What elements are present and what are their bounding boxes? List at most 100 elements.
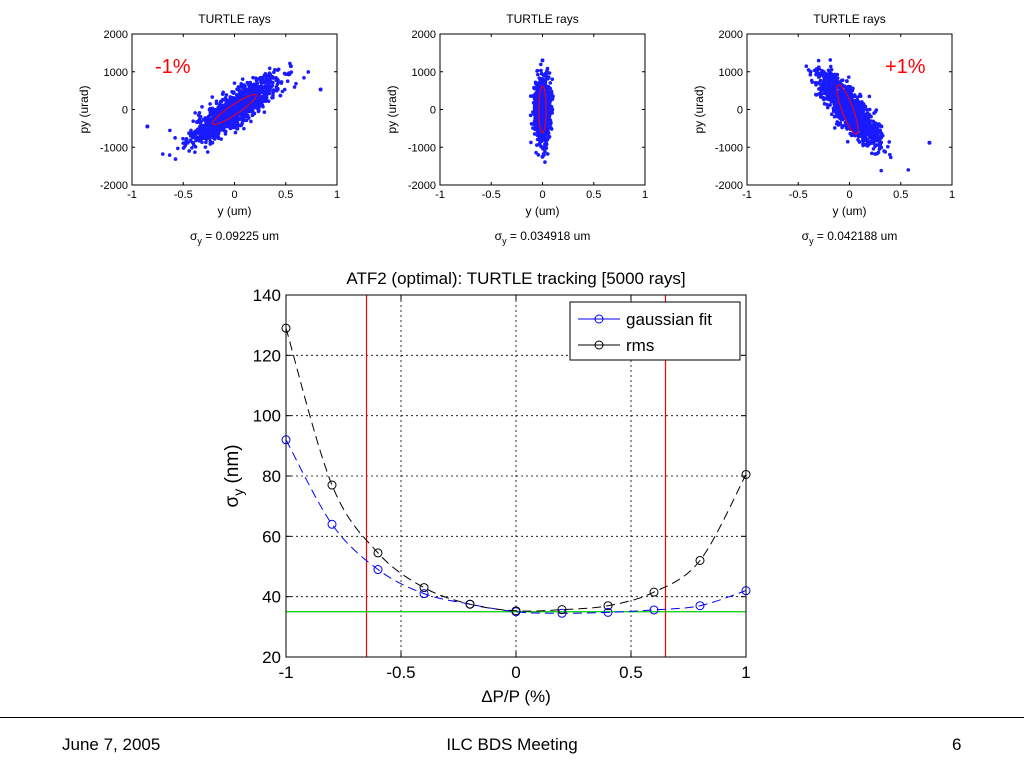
momentum-offset-annotation: -1% — [155, 56, 191, 78]
x-tick-label: -0.5 — [386, 663, 415, 682]
scatter-point — [208, 102, 212, 106]
y-tick-label: -2000 — [715, 180, 743, 192]
scatter-point — [867, 107, 872, 112]
scatter-point — [145, 124, 150, 129]
scatter-point — [202, 130, 207, 134]
scatter-point — [835, 72, 840, 77]
scatter-point — [189, 133, 193, 138]
scatter-point — [186, 141, 190, 145]
y-tick-label: -2000 — [408, 180, 436, 192]
scatter-point — [804, 64, 809, 69]
scatter-point — [207, 136, 212, 141]
x-axis-label: y (um) — [833, 204, 867, 218]
scatter-point — [197, 138, 201, 143]
scatter-point — [831, 106, 836, 111]
scatter-point — [212, 132, 216, 137]
scatter-point — [205, 150, 210, 154]
scatter-point — [204, 140, 208, 145]
y-tick-label: -1000 — [408, 142, 436, 154]
scatter-point — [827, 75, 832, 80]
scatter-plot-plus-1pct: -1 -0.5 0 0.5 1 -2000 -1000 0 1000 2000 TURTLE ray… — [692, 12, 955, 246]
scatter-point — [814, 70, 819, 75]
scatter-point — [193, 129, 198, 134]
scatter-point — [223, 114, 228, 119]
footer-page-number: 6 — [952, 735, 962, 754]
scatter-point — [318, 87, 323, 92]
scatter-point — [230, 109, 235, 113]
scatter-point — [271, 90, 275, 95]
scatter-point — [228, 125, 233, 129]
scatter-point — [219, 128, 223, 132]
scatter-point — [294, 81, 298, 86]
scatter-point — [878, 128, 883, 133]
scatter-point — [193, 150, 197, 154]
scatter-point — [287, 71, 291, 75]
scatter-point — [266, 99, 271, 103]
scatter-point — [825, 87, 830, 92]
scatter-point — [832, 126, 837, 130]
scatter-point — [244, 118, 249, 123]
scatter-point — [875, 122, 880, 126]
x-tick-label: -1 — [435, 189, 445, 201]
sigma-label: σy = 0.042188 um — [802, 229, 898, 246]
y-axis-symbol: σ — [222, 496, 243, 508]
scatter-point — [218, 118, 222, 123]
scatter-point — [832, 96, 837, 101]
scatter-point — [274, 75, 278, 80]
chart-title: ATF2 (optimal): TURTLE tracking [5000 ra… — [346, 269, 685, 288]
scatter-point — [845, 86, 850, 91]
x-tick-label: -1 — [742, 189, 752, 201]
scatter-point — [245, 89, 250, 93]
scatter-point — [818, 95, 823, 99]
scatter-point — [817, 87, 821, 91]
scatter-point — [302, 76, 306, 80]
scatter-point — [860, 115, 865, 120]
scatter-point — [255, 98, 260, 103]
scatter-point — [203, 145, 208, 149]
scatter-point — [537, 76, 542, 80]
scatter-point — [271, 80, 275, 85]
x-tick-label: 1 — [949, 189, 955, 201]
scatter-point — [261, 80, 266, 85]
scatter-point — [860, 124, 864, 128]
scatter-point — [222, 129, 227, 133]
scatter-point — [876, 150, 881, 155]
scatter-point — [547, 113, 551, 118]
scatter-point — [887, 140, 892, 144]
y-tick-label: 140 — [253, 286, 281, 305]
scatter-point — [547, 93, 552, 98]
scatter-point — [531, 110, 535, 114]
scatter-point — [830, 112, 834, 117]
y-tick-label: -2000 — [100, 180, 128, 192]
scatter-point — [216, 131, 221, 136]
scatter-point — [541, 80, 545, 84]
scatter-point — [541, 135, 545, 139]
scatter-point — [285, 79, 290, 83]
scatter-point — [845, 139, 850, 144]
scatter-point — [840, 93, 845, 97]
scatter-plot-minus-1pct: -1 -0.5 0 0.5 1 -2000 -1000 0 1000 2000 TURTLE ray… — [77, 12, 340, 246]
scatter-point — [193, 132, 198, 137]
scatter-point — [880, 133, 885, 137]
scatter-point — [235, 126, 239, 131]
scatter-point — [251, 75, 255, 80]
scatter-point — [547, 71, 552, 75]
scatter-point — [267, 78, 272, 83]
scatter-point — [874, 131, 878, 135]
scatter-point — [220, 122, 225, 127]
scatter-point — [262, 88, 266, 93]
scatter-point — [547, 102, 552, 106]
scatter-point — [192, 135, 197, 140]
scatter-point — [191, 119, 196, 123]
scatter-point — [860, 138, 865, 143]
scatter-point — [306, 70, 311, 74]
x-tick-label: 0 — [846, 189, 852, 201]
scatter-point — [861, 105, 866, 109]
scatter-point — [181, 141, 185, 145]
sigma-value: = 0.042188 um — [814, 229, 898, 243]
scatter-point — [548, 86, 553, 91]
scatter-point — [272, 70, 276, 75]
scatter-point — [214, 99, 219, 104]
scatter-point — [829, 67, 834, 72]
y-tick-label: 100 — [253, 407, 281, 426]
